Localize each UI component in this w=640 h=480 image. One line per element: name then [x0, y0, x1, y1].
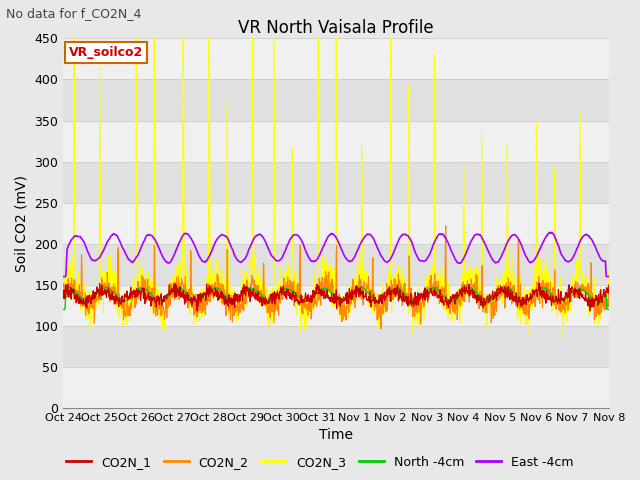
Bar	[63, 203, 609, 244]
Bar	[63, 38, 609, 80]
Text: VR_soilco2: VR_soilco2	[68, 46, 143, 59]
Bar	[63, 367, 609, 408]
Bar	[63, 326, 609, 367]
Y-axis label: Soil CO2 (mV): Soil CO2 (mV)	[15, 175, 29, 272]
Legend: CO2N_1, CO2N_2, CO2N_3, North -4cm, East -4cm: CO2N_1, CO2N_2, CO2N_3, North -4cm, East…	[61, 451, 579, 474]
Bar	[63, 80, 609, 120]
Bar	[63, 162, 609, 203]
X-axis label: Time: Time	[319, 429, 353, 443]
Bar	[63, 285, 609, 326]
Text: No data for f_CO2N_4: No data for f_CO2N_4	[6, 7, 142, 20]
Bar	[63, 120, 609, 162]
Title: VR North Vaisala Profile: VR North Vaisala Profile	[238, 19, 434, 37]
Bar	[63, 244, 609, 285]
